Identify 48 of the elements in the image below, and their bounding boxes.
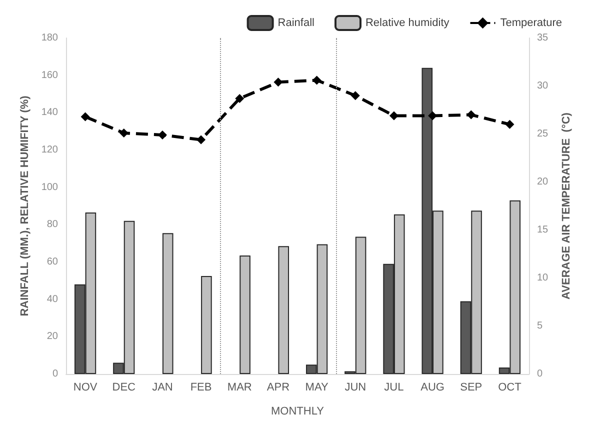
y2-tick-label: 20 [537,176,549,188]
legend-label: Relative humidity [365,17,450,29]
point [312,76,322,85]
x-tick-label: SEP [460,382,482,394]
bar [162,233,174,374]
bar [201,276,212,374]
y-tick-label: 40 [46,294,58,305]
legend-label: Rainfall [278,17,314,29]
x-tick-label: MAY [305,382,329,394]
y-tick-label: 60 [46,256,58,268]
x-tick-label: DEC [112,382,136,394]
y-tick-label: 0 [52,368,58,380]
y2-tick-label: 30 [537,80,549,92]
point [505,120,514,129]
point [80,112,90,122]
y2-tick-label: 15 [537,224,549,236]
y-axis-title: RAINFALL (MM.), RELATIVE HUMIFITY (%) [18,95,31,316]
y2-tick-label: 5 [537,320,543,332]
y-tick-label: 80 [46,219,58,230]
x-tick-label: JUL [384,382,404,394]
point [119,128,128,138]
y2-tick-label: 25 [537,128,549,140]
x-tick-label: NOV [73,382,98,394]
x-tick-label: MAR [227,382,252,394]
x-tick-label: AUG [420,382,444,394]
y2-axis-title: AVERAGE AIR TEMPERATURE (°C) [560,112,572,300]
y2-tick-label: 10 [537,272,549,284]
x-tick-label: APR [266,382,290,394]
x-tick-label: OCT [498,382,522,394]
bar [278,246,290,374]
x-tick-label: JUN [344,382,366,394]
bar [240,255,250,374]
point [235,94,244,103]
x-tick-label: FEB [190,382,212,394]
point [350,91,360,100]
point [196,135,206,144]
y-tick-label: 120 [41,144,58,156]
y2-tick-label: 35 [537,32,549,44]
y2-tick-label: 0 [537,368,543,380]
y-tick-label: 20 [46,331,58,342]
x-axis-title: MONTHLY [271,406,325,418]
point [389,111,398,120]
x-tick-label: JAN [152,382,173,394]
legend-label: Temperature [500,17,562,29]
y-tick-label: 180 [41,32,58,44]
y-tick-label: 100 [41,182,58,193]
y-tick-label: 140 [41,107,58,118]
y-tick-label: 160 [41,70,58,81]
